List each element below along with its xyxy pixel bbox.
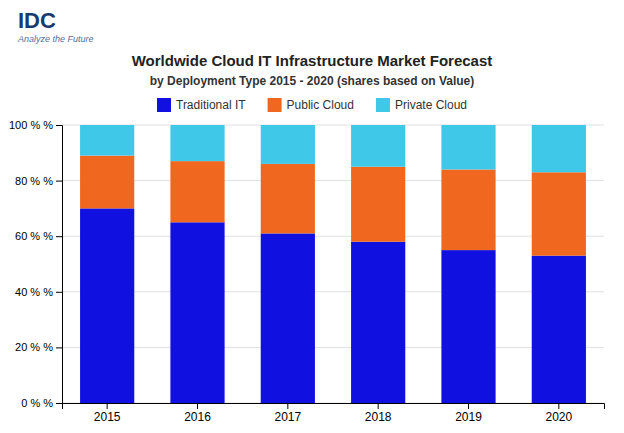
y-tick: 40 % % [15,286,62,298]
x-tick-mark [468,403,469,409]
x-tick-mark [197,403,198,409]
x-tick-label: 2017 [274,410,301,424]
series [80,156,586,256]
series [80,125,586,172]
bar-segment [261,164,315,234]
y-axis-line [56,126,63,404]
y-tick-label: 20 % % [15,341,53,353]
y-tick: 100 % % [9,119,62,131]
x-tick-mark [287,403,288,409]
legend-swatch [157,98,171,112]
grid-line [62,291,604,292]
x-tick: 2020 [545,403,572,424]
y-tick-mark [56,236,62,237]
x-tick-label: 2015 [94,410,121,424]
grid-line [62,180,604,181]
plot: 2015 2016 2017 2018 2019 2020 0 % % 20 % % 40 % … [9,119,605,424]
legend-item: Public Cloud [268,98,354,112]
x-tick-label: 2018 [365,410,392,424]
legend-item: Traditional IT [157,98,246,112]
y-tick-label: 100 % % [9,119,53,131]
x-tick: 2017 [274,403,301,424]
x-tick: 2015 [94,403,121,424]
y-tick: 80 % % [15,175,62,187]
legend-label: Public Cloud [287,98,354,112]
legend-swatch [268,98,282,112]
bars [80,125,586,403]
bar-segment [441,250,495,403]
x-tick-label: 2020 [545,410,572,424]
subtitle: by Deployment Type 2015 - 2020 (shares b… [150,74,475,88]
x-tick-label: 2016 [184,410,211,424]
x-tick: 2018 [365,403,392,424]
bar-segment [351,125,405,167]
bar-segment [532,125,586,172]
x-axis-line [63,404,605,410]
legend-item: Private Cloud [376,98,467,112]
bar-segment [351,167,405,242]
bar-segment [80,208,134,403]
y-tick-mark [56,292,62,293]
title: Worldwide Cloud IT Infrastructure Market… [132,52,493,69]
bar-segment [532,256,586,403]
bar-segment [532,172,586,255]
y-tick-label: 0 % % [21,397,53,409]
x-tick-mark [107,403,108,409]
bar-segment [170,125,224,161]
y-tick-mark [56,125,62,126]
y-tick: 60 % % [15,230,62,242]
bar-segment [170,161,224,222]
annotation: IDC [18,8,56,33]
grid [62,125,604,403]
legend-label: Private Cloud [395,98,467,112]
grid-line [62,236,604,237]
bar-segment [80,156,134,209]
chart: IDCAnalyze the Future Worldwide Cloud IT … [0,0,624,433]
y-tick-mark [56,181,62,182]
x-tick: 2019 [455,403,482,424]
bar-segment [80,125,134,156]
x-tick-mark [558,403,559,409]
y-axis: 0 % % 20 % % 40 % % 60 % % 80 % % 100 % % [9,119,63,409]
bar-segment [441,169,495,250]
y-tick-label: 60 % % [15,230,53,242]
x-tick-mark [378,403,379,409]
x-tick: 2016 [184,403,211,424]
bar-segment [441,125,495,169]
grid-line [62,347,604,348]
annotation: Analyze the Future [17,34,94,44]
y-tick-label: 40 % % [15,286,53,298]
y-tick-mark [56,347,62,348]
bar-segment [261,125,315,164]
legend-swatch [376,98,390,112]
legend: Traditional IT Public Cloud Private Cloud [157,98,467,112]
y-tick-mark [56,403,62,404]
legend-label: Traditional IT [176,98,246,112]
bar-segment [351,242,405,403]
bar-segment [261,233,315,403]
y-tick: 0 % % [21,397,62,409]
bar-segment [170,222,224,403]
x-tick-label: 2019 [455,410,482,424]
grid-line [62,125,604,126]
x-axis: 2015 2016 2017 2018 2019 2020 [63,403,605,424]
y-tick-label: 80 % % [15,175,53,187]
y-tick: 20 % % [15,341,62,353]
series [80,208,586,403]
